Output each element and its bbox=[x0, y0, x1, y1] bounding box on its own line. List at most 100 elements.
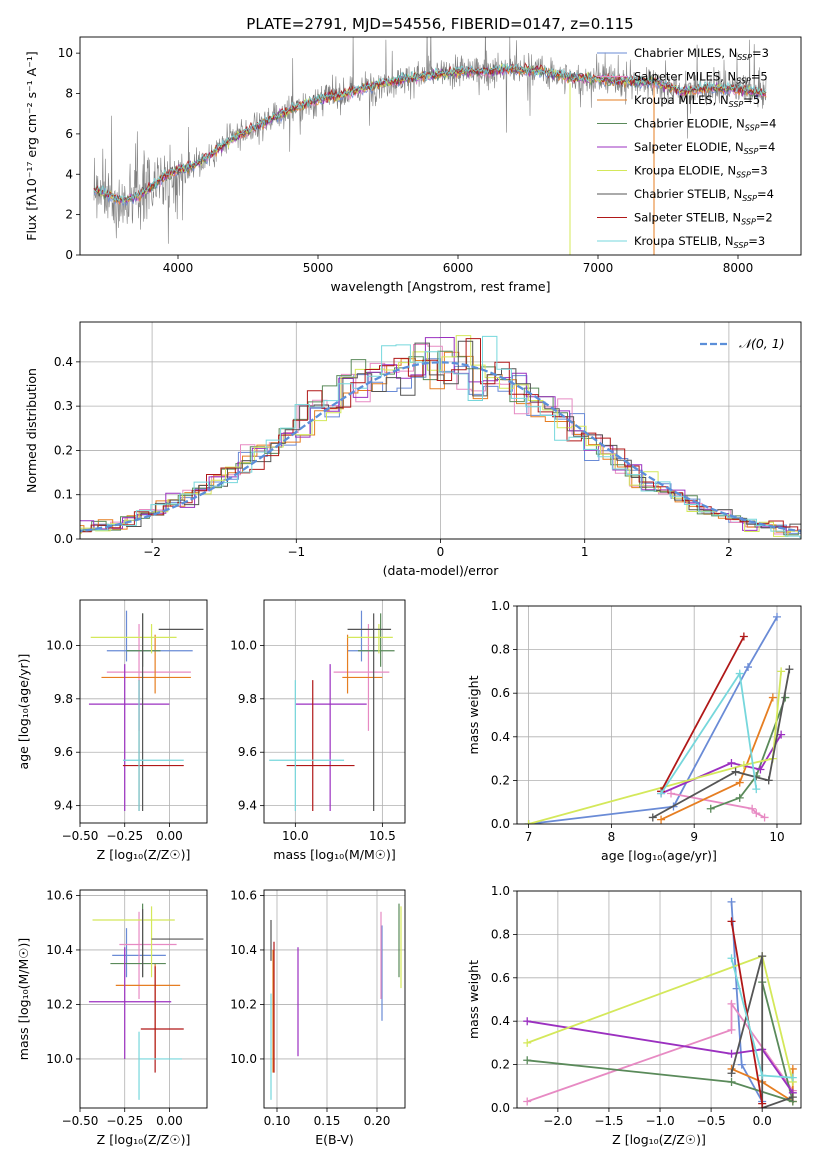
x-tick-label: −2.0 bbox=[543, 1114, 572, 1128]
x-axis-label: Z [log₁₀(Z/Z☉)] bbox=[97, 1132, 191, 1147]
weight-marker-kroupa-elodie bbox=[777, 667, 786, 676]
weight-marker-chabrier-miles bbox=[737, 1060, 746, 1069]
y-tick-label: 10.0 bbox=[46, 638, 73, 652]
axes-frame bbox=[79, 36, 802, 256]
weight-marker-salpeter-miles bbox=[752, 809, 761, 818]
x-axis-label: Z [log₁₀(Z/Z☉)] bbox=[612, 1132, 706, 1147]
x-tick-label: 2 bbox=[725, 545, 733, 559]
spectrum-panel: 4000 5000 6000 7000 8000 0 2 4 6 8 10 wavelength [A… bbox=[24, 36, 802, 294]
weight-marker-chabrier-stelib bbox=[785, 665, 794, 674]
x-axis-label: mass [log₁₀(M/M☉)] bbox=[273, 847, 395, 862]
x-tick-label: 10.0 bbox=[282, 829, 309, 843]
weight-marker-salpeter-elodie bbox=[756, 765, 765, 774]
x-tick-label: 8000 bbox=[723, 261, 754, 275]
residual-histogram-panel: −2 −1 0 1 2 0.0 0.1 0.2 0.3 0.4 (data-model)/error… bbox=[24, 321, 802, 578]
weight-line-salpeter-elodie bbox=[527, 1020, 794, 1094]
axes-frame bbox=[79, 599, 208, 824]
weight-marker-kroupa-stelib bbox=[752, 785, 761, 794]
weight-marker-kroupa-stelib bbox=[788, 1073, 797, 1082]
weight-marker-salpeter-miles bbox=[748, 804, 757, 813]
y-tick-label: 0.4 bbox=[54, 355, 73, 369]
histogram-step-chabrier-stelib bbox=[80, 340, 801, 532]
legend-label: Kroupa ELODIE, NSSP=3 bbox=[634, 164, 768, 180]
weight-marker-salpeter-miles bbox=[667, 789, 676, 798]
axes-frame bbox=[263, 889, 406, 1109]
legend-label: Chabrier ELODIE, NSSP=4 bbox=[634, 117, 776, 133]
y-tick-label: 0.2 bbox=[54, 443, 73, 457]
weight-marker-salpeter-miles bbox=[523, 1097, 532, 1106]
axes-frame bbox=[516, 890, 802, 1109]
weight-marker-salpeter-elodie bbox=[727, 1049, 736, 1058]
y-tick-label: 1.0 bbox=[491, 884, 510, 898]
y-tick-label: 0.0 bbox=[54, 532, 73, 546]
x-tick-label: 5000 bbox=[303, 261, 334, 275]
legend: 𝒩(0, 1) bbox=[700, 336, 785, 351]
weight-marker-salpeter-miles bbox=[727, 1025, 736, 1034]
x-tick-label: 9 bbox=[690, 830, 698, 844]
x-tick-label: 1 bbox=[581, 545, 589, 559]
y-tick-label: 0.6 bbox=[491, 971, 510, 985]
x-tick-label: 0.15 bbox=[314, 1114, 341, 1128]
axes-frame bbox=[79, 889, 208, 1109]
plot-area bbox=[93, 37, 767, 255]
x-tick-label: 0.00 bbox=[156, 829, 183, 843]
figure-title: PLATE=2791, MJD=54556, FIBERID=0147, z=0… bbox=[246, 15, 633, 33]
y-tick-label: 10.4 bbox=[46, 943, 73, 957]
y-tick-label: 10 bbox=[58, 46, 73, 60]
age-vs-metallicity-panel: −0.50 −0.25 0.00 9.4 9.6 9.8 10.0 Z [log₁₀(Z/Z☉… bbox=[16, 599, 208, 862]
y-tick-label: 10.4 bbox=[230, 943, 257, 957]
x-tick-label: −0.50 bbox=[62, 829, 99, 843]
plot-area bbox=[80, 335, 801, 538]
plot-area bbox=[88, 610, 204, 811]
weight-line-chabrier-stelib bbox=[652, 669, 791, 819]
legend-label: Chabrier MILES, NSSP=3 bbox=[634, 46, 769, 62]
y-tick-label: 2 bbox=[65, 208, 73, 222]
plot-area bbox=[269, 610, 395, 811]
y-axis-label: mass weight bbox=[466, 960, 481, 1039]
x-axis-label: wavelength [Angstrom, rest frame] bbox=[330, 279, 550, 294]
x-axis-label: Z [log₁₀(Z/Z☉)] bbox=[97, 847, 191, 862]
legend-label: Salpeter ELODIE, NSSP=4 bbox=[634, 140, 775, 156]
weight-marker-kroupa-miles bbox=[735, 778, 744, 787]
weight-marker-kroupa-stelib bbox=[727, 954, 736, 963]
y-tick-label: 10.2 bbox=[230, 997, 257, 1011]
weight-marker-chabrier-elodie bbox=[735, 793, 744, 802]
legend-label: Kroupa STELIB, NSSP=3 bbox=[634, 234, 765, 250]
x-axis-label: age [log₁₀(age/yr)] bbox=[601, 848, 717, 863]
plot-area bbox=[270, 903, 402, 1100]
weight-marker-chabrier-stelib bbox=[758, 952, 767, 961]
legend-label: 𝒩(0, 1) bbox=[739, 336, 785, 351]
y-tick-label: 0.3 bbox=[54, 399, 73, 413]
x-tick-label: 10 bbox=[769, 830, 784, 844]
weight-marker-kroupa-stelib bbox=[735, 669, 744, 678]
weight-marker-chabrier-stelib bbox=[764, 776, 773, 785]
y-tick-label: 0.4 bbox=[491, 1014, 510, 1028]
weight-marker-chabrier-miles bbox=[772, 612, 781, 621]
weight-marker-kroupa-elodie bbox=[524, 820, 533, 824]
x-tick-label: −0.25 bbox=[106, 829, 143, 843]
x-tick-label: −0.50 bbox=[62, 1114, 99, 1128]
y-tick-label: 0.0 bbox=[491, 1101, 510, 1115]
y-tick-label: 4 bbox=[65, 167, 73, 181]
weight-line-chabrier-elodie bbox=[710, 697, 787, 810]
y-tick-label: 0.4 bbox=[491, 730, 510, 744]
weight-marker-salpeter-stelib bbox=[739, 632, 748, 641]
weight-marker-salpeter-elodie bbox=[727, 758, 736, 767]
x-tick-label: 0.10 bbox=[264, 1114, 291, 1128]
y-tick-label: 9.6 bbox=[54, 745, 73, 759]
axes-frame bbox=[263, 599, 406, 824]
legend-label: Salpeter STELIB, NSSP=2 bbox=[634, 211, 773, 227]
plot-area bbox=[88, 903, 204, 1100]
weight-line-salpeter-miles bbox=[670, 792, 766, 819]
legend-label: Kroupa MILES, NSSP=5 bbox=[634, 93, 760, 109]
weight-marker-salpeter-elodie bbox=[523, 1017, 532, 1026]
weight-line-salpeter-elodie bbox=[660, 734, 782, 795]
weight-marker-kroupa-stelib bbox=[758, 1071, 767, 1080]
weight-marker-chabrier-stelib bbox=[727, 1069, 736, 1078]
histogram-step-kroupa-elodie bbox=[80, 335, 801, 537]
weight-line-salpeter-stelib bbox=[730, 921, 764, 1104]
weight-marker-chabrier-elodie bbox=[523, 1056, 532, 1065]
y-tick-label: 0.8 bbox=[491, 927, 510, 941]
x-axis-label: (data-model)/error bbox=[383, 563, 500, 578]
weight-line-salpeter-stelib bbox=[660, 636, 745, 792]
